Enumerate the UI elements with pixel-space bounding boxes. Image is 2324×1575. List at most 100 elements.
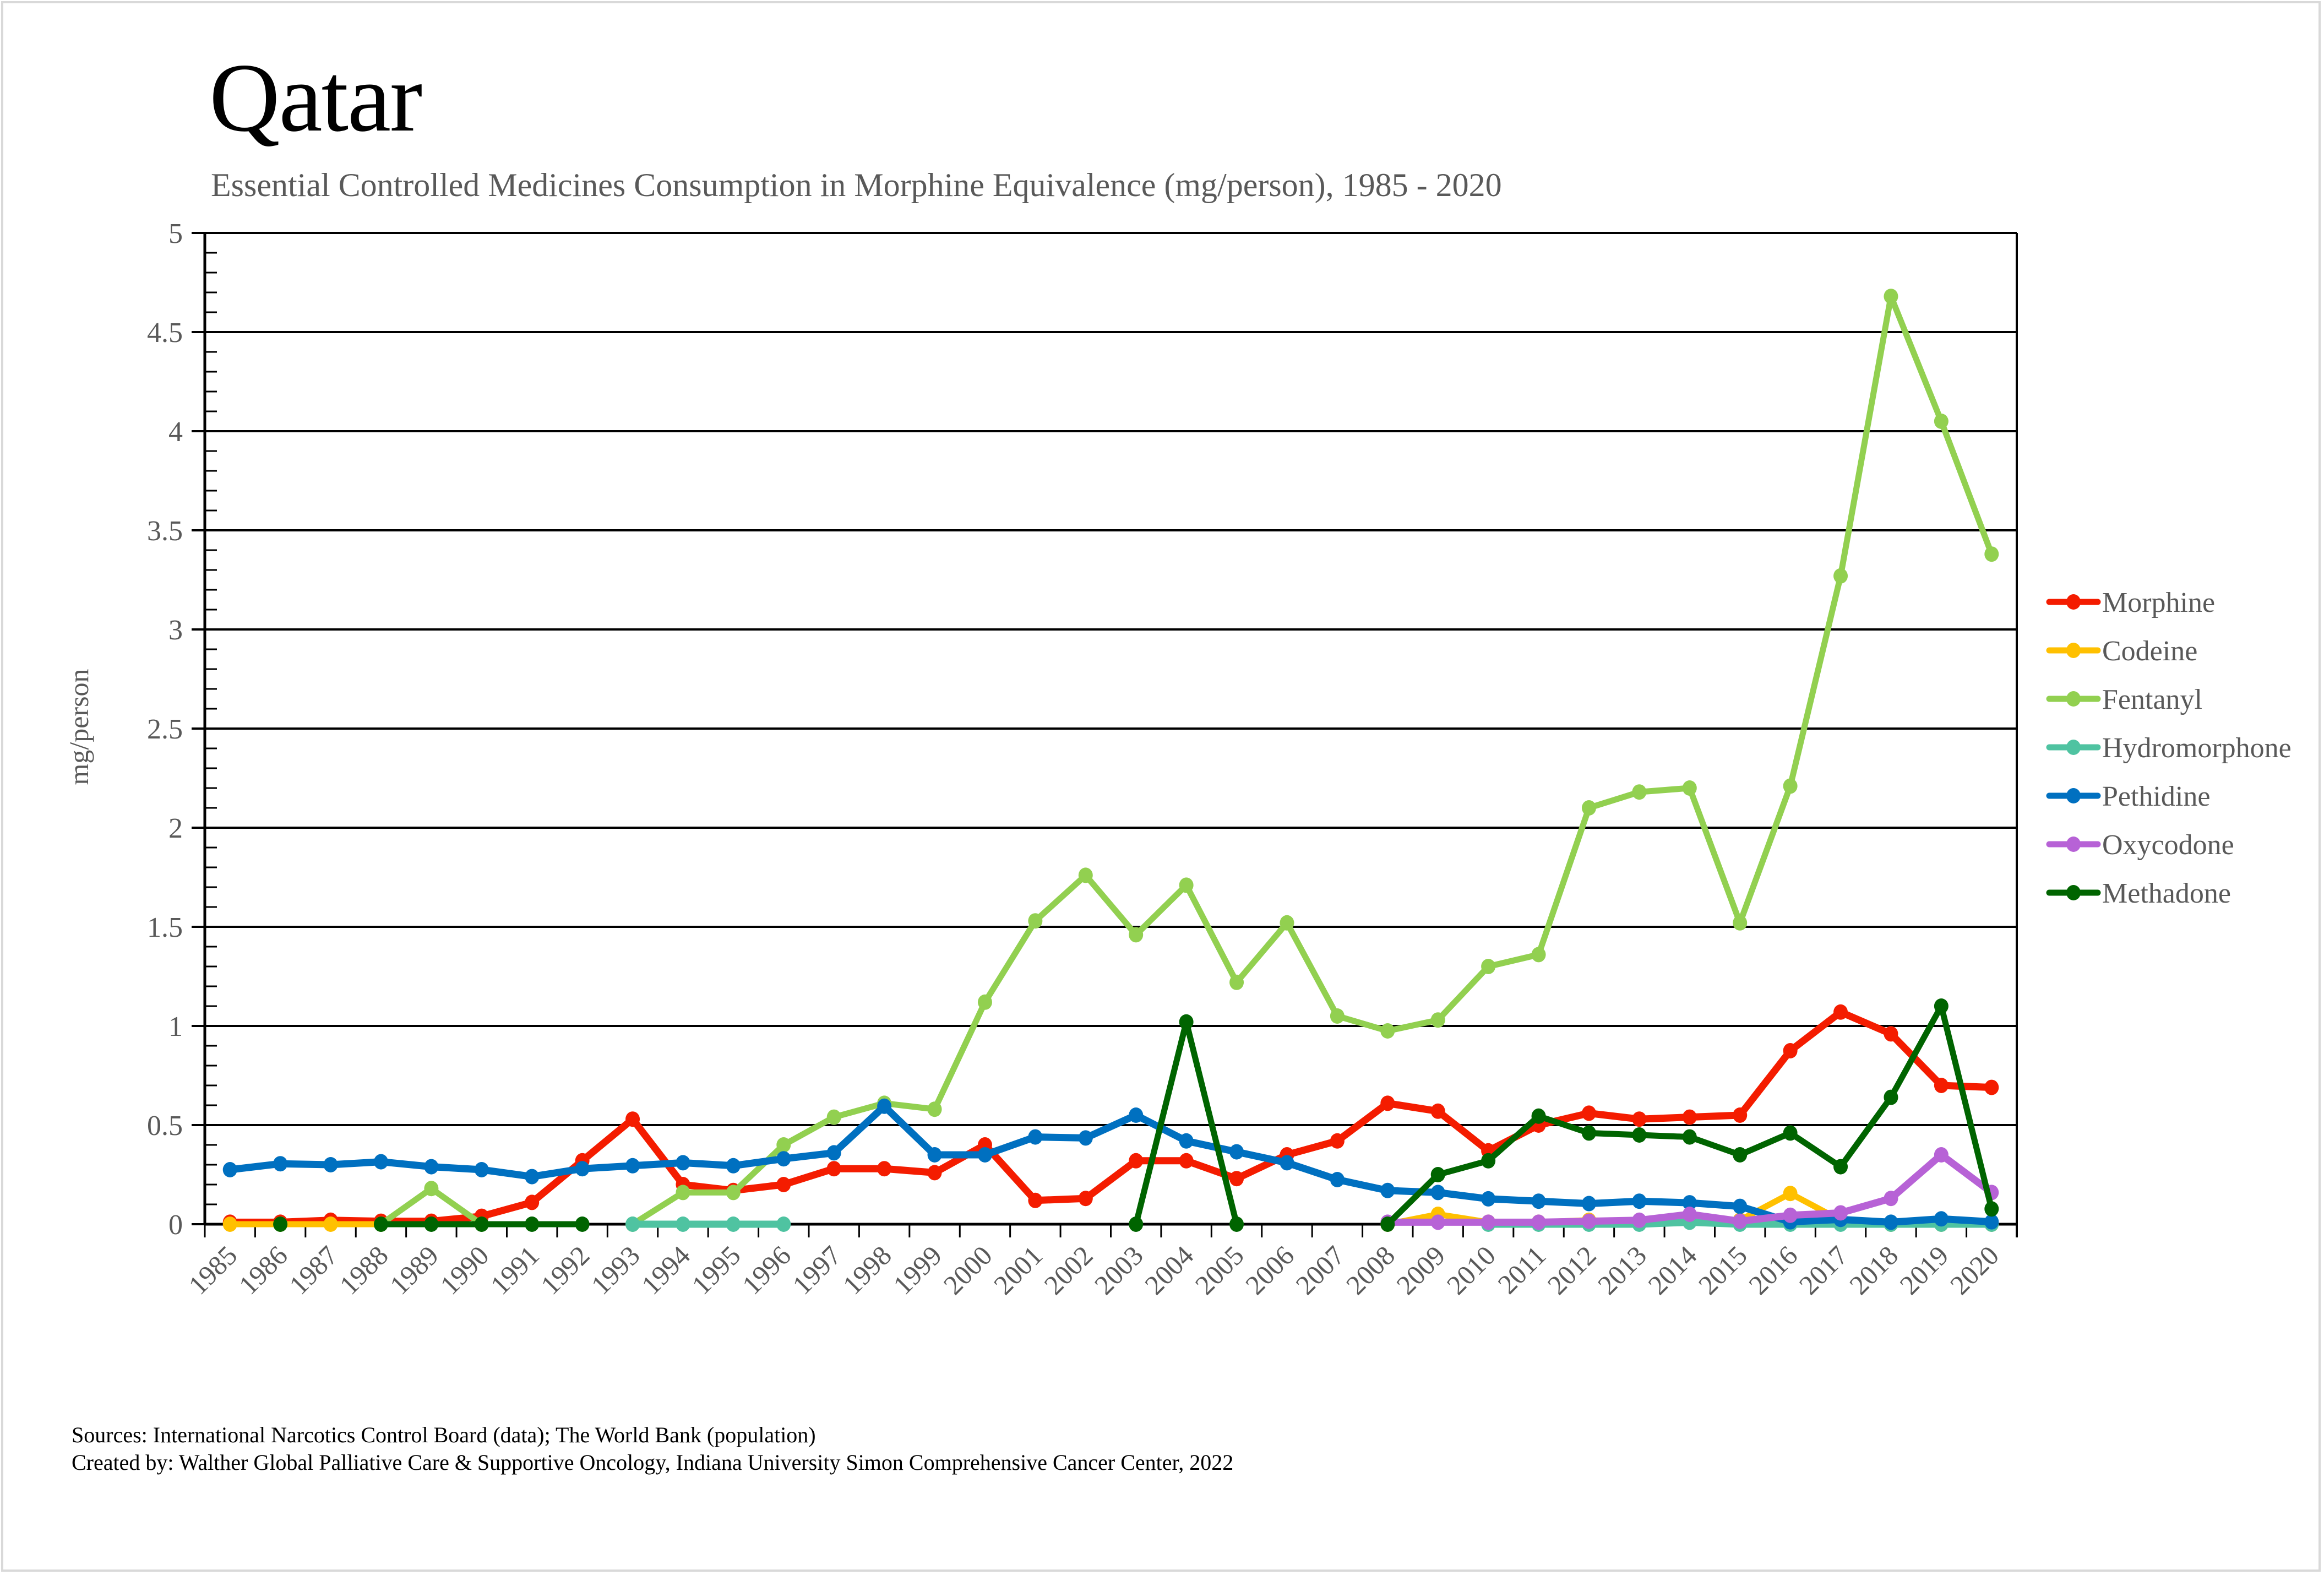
y-tick-label: 3 xyxy=(168,615,183,646)
x-tick-label: 1994 xyxy=(635,1240,696,1300)
data-point-morphine xyxy=(625,1111,640,1127)
data-point-methadone xyxy=(1531,1108,1546,1124)
data-point-pethidine xyxy=(222,1162,237,1177)
y-axis: 0 0.5 1 1.5 2 2.5 3 3.5 4 4.5 5 xyxy=(147,218,2018,1241)
series-line-fentanyl xyxy=(629,293,1995,1228)
data-point-methadone xyxy=(1884,1089,1898,1105)
y-tick-label: 1 xyxy=(168,1011,183,1042)
x-tick-label: 2019 xyxy=(1893,1240,1954,1300)
gridlines xyxy=(192,232,2017,1225)
y-tick-label: 4 xyxy=(168,416,183,448)
data-point-pethidine xyxy=(1884,1214,1898,1230)
data-point-pethidine xyxy=(1481,1191,1496,1207)
y-tick-label: 5 xyxy=(168,218,183,249)
x-tick-label: 1987 xyxy=(283,1240,344,1300)
data-point-pethidine xyxy=(977,1147,992,1163)
x-tick-label: 1997 xyxy=(786,1240,847,1300)
data-point-morphine xyxy=(525,1194,540,1210)
data-point-morphine xyxy=(1632,1111,1647,1127)
legend-swatch-marker xyxy=(2066,643,2081,658)
x-tick-label: 2016 xyxy=(1743,1240,1803,1300)
data-point-fentanyl xyxy=(1984,546,1999,562)
data-point-fentanyl xyxy=(1934,414,1949,429)
data-point-fentanyl xyxy=(1884,289,1898,305)
x-tick-label: 2017 xyxy=(1793,1240,1854,1300)
data-point-pethidine xyxy=(1380,1182,1395,1198)
data-point-morphine xyxy=(1984,1079,1999,1095)
data-point-pethidine xyxy=(474,1162,489,1177)
x-tick-label: 2014 xyxy=(1642,1240,1702,1300)
data-point-pethidine xyxy=(1581,1196,1596,1212)
x-tick-label: 2015 xyxy=(1692,1240,1753,1300)
x-tick-label: 2011 xyxy=(1492,1240,1552,1300)
legend-swatch-marker xyxy=(2066,740,2081,755)
data-point-methadone xyxy=(1632,1127,1647,1143)
legend-swatch-marker xyxy=(2066,594,2081,610)
legend-label: Methadone xyxy=(2102,878,2231,909)
x-tick-label: 1989 xyxy=(384,1240,444,1300)
x-tick-label: 2008 xyxy=(1340,1240,1401,1300)
data-point-oxycodone xyxy=(1934,1147,1949,1163)
data-point-fentanyl xyxy=(1330,1008,1345,1024)
data-point-fentanyl xyxy=(1028,913,1043,929)
data-point-fentanyl xyxy=(726,1185,741,1201)
x-tick-label: 2010 xyxy=(1441,1240,1501,1300)
data-point-pethidine xyxy=(1129,1107,1144,1123)
data-point-fentanyl xyxy=(1380,1023,1395,1039)
data-point-fentanyl xyxy=(1280,915,1294,931)
data-point-fentanyl xyxy=(1179,877,1194,893)
data-point-fentanyl xyxy=(977,994,992,1010)
legend-label: Oxycodone xyxy=(2102,829,2234,861)
data-point-oxycodone xyxy=(1581,1213,1596,1229)
data-point-oxycodone xyxy=(1531,1214,1546,1230)
y-axis-label: mg/person xyxy=(63,669,94,785)
legend-label: Hydromorphone xyxy=(2102,732,2292,764)
legend-item-codeine: Codeine xyxy=(2046,636,2197,667)
legend-swatch-marker xyxy=(2066,788,2081,803)
data-point-fentanyl xyxy=(1430,1012,1445,1028)
x-tick-label: 1991 xyxy=(485,1240,545,1300)
data-point-hydromorphone xyxy=(726,1216,741,1232)
x-tick-label: 2005 xyxy=(1189,1240,1250,1300)
legend: Morphine Codeine Fentanyl Hydromorphone Peth… xyxy=(2046,587,2292,909)
data-point-fentanyl xyxy=(1682,780,1697,796)
data-point-pethidine xyxy=(1229,1144,1244,1160)
data-point-fentanyl xyxy=(424,1181,439,1197)
data-point-fentanyl xyxy=(1229,974,1244,990)
data-point-morphine xyxy=(1078,1191,1093,1207)
y-tick-label: 2.5 xyxy=(147,714,183,745)
x-tick-label: 2000 xyxy=(937,1240,998,1300)
data-point-hydromorphone xyxy=(776,1216,791,1232)
data-point-methadone xyxy=(525,1216,540,1232)
data-point-hydromorphone xyxy=(625,1216,640,1232)
x-tick-label: 2007 xyxy=(1289,1240,1350,1300)
data-point-fentanyl xyxy=(1632,784,1647,800)
data-point-methadone xyxy=(273,1216,288,1232)
data-point-morphine xyxy=(1330,1133,1345,1149)
data-point-methadone xyxy=(373,1216,388,1232)
data-point-methadone xyxy=(424,1216,439,1232)
legend-swatch-marker xyxy=(2066,885,2081,900)
chart-subtitle: Essential Controlled Medicines Consumpti… xyxy=(211,167,1502,203)
data-point-pethidine xyxy=(373,1154,388,1170)
data-point-oxycodone xyxy=(1430,1214,1445,1230)
data-point-methadone xyxy=(474,1216,489,1232)
data-point-pethidine xyxy=(726,1158,741,1174)
data-point-pethidine xyxy=(927,1147,942,1163)
data-point-methadone xyxy=(1733,1147,1748,1163)
legend-item-oxycodone: Oxycodone xyxy=(2046,829,2234,861)
data-point-pethidine xyxy=(1330,1172,1345,1187)
data-point-pethidine xyxy=(1934,1211,1949,1227)
legend-label: Pethidine xyxy=(2102,781,2210,812)
data-point-morphine xyxy=(1229,1171,1244,1187)
data-point-fentanyl xyxy=(1481,959,1496,974)
data-point-fentanyl xyxy=(1581,800,1596,816)
x-tick-label: 1986 xyxy=(233,1240,293,1300)
data-point-fentanyl xyxy=(676,1185,690,1201)
data-point-oxycodone xyxy=(1632,1212,1647,1228)
x-tick-label: 1999 xyxy=(887,1240,948,1300)
data-point-codeine xyxy=(222,1216,237,1232)
x-tick-label: 1996 xyxy=(736,1240,797,1300)
series-line-pethidine xyxy=(226,1102,1995,1226)
